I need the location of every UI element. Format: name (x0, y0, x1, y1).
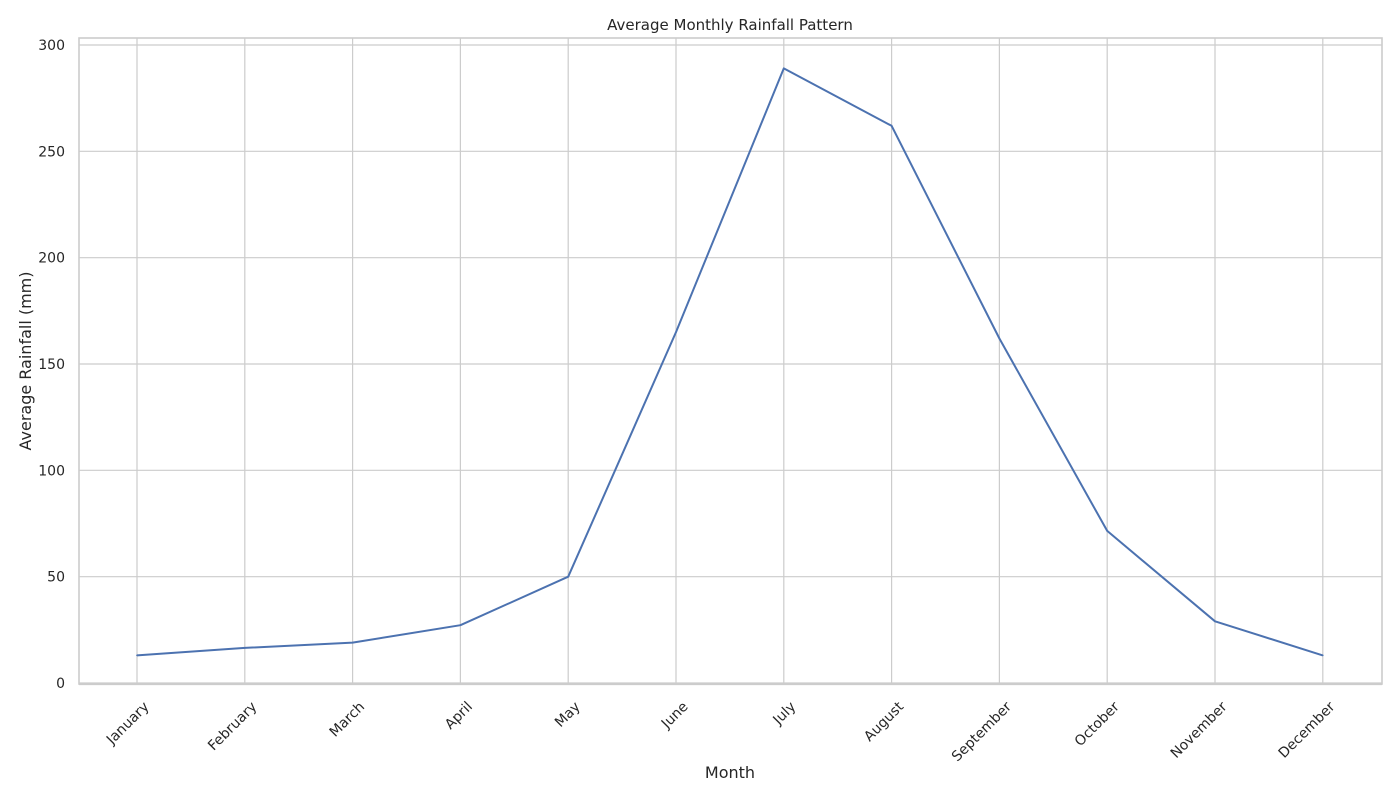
data-point (675, 331, 677, 333)
data-point (244, 647, 246, 649)
x-axis-title: Month (705, 763, 755, 782)
x-axis-ticks: January February March April May June July Augu… (103, 699, 1339, 765)
x-tick-label: June (658, 699, 692, 733)
data-point (567, 575, 569, 578)
x-tick-label: March (327, 699, 368, 740)
data-point (783, 67, 785, 70)
y-tick-label: 150 (38, 357, 65, 373)
x-tick-label: July (770, 699, 800, 729)
y-tick-label: 50 (47, 570, 65, 586)
data-point (1106, 530, 1108, 532)
data-point (998, 337, 1001, 340)
x-tick-label: August (861, 699, 907, 745)
x-tick-label: February (205, 699, 260, 754)
x-tick-label: January (103, 699, 153, 749)
y-tick-label: 200 (38, 251, 65, 267)
data-point (136, 654, 138, 657)
y-tick-label: 0 (56, 676, 65, 692)
data-point (459, 624, 462, 626)
y-axis-ticks: 0 50 100 150 200 250 300 (38, 38, 65, 692)
y-axis-title: Average Rainfall (mm) (16, 271, 35, 450)
plot-frame (78, 37, 1383, 685)
x-tick-label: May (552, 699, 584, 731)
data-point (351, 641, 354, 644)
x-tick-label: December (1276, 699, 1339, 762)
data-point (1214, 620, 1216, 623)
series-line (136, 67, 1324, 657)
x-tick-label: September (949, 699, 1015, 765)
grid-lines (79, 38, 1382, 686)
x-tick-label: November (1168, 699, 1231, 762)
data-point (890, 125, 893, 127)
x-tick-label: April (442, 699, 476, 733)
data-point (1322, 654, 1324, 657)
chart-title: Average Monthly Rainfall Pattern (607, 16, 853, 34)
series-layer (136, 67, 1324, 657)
x-tick-label: October (1072, 699, 1123, 750)
y-tick-label: 300 (38, 38, 65, 54)
y-tick-label: 100 (38, 463, 65, 479)
y-tick-label: 250 (38, 144, 65, 160)
